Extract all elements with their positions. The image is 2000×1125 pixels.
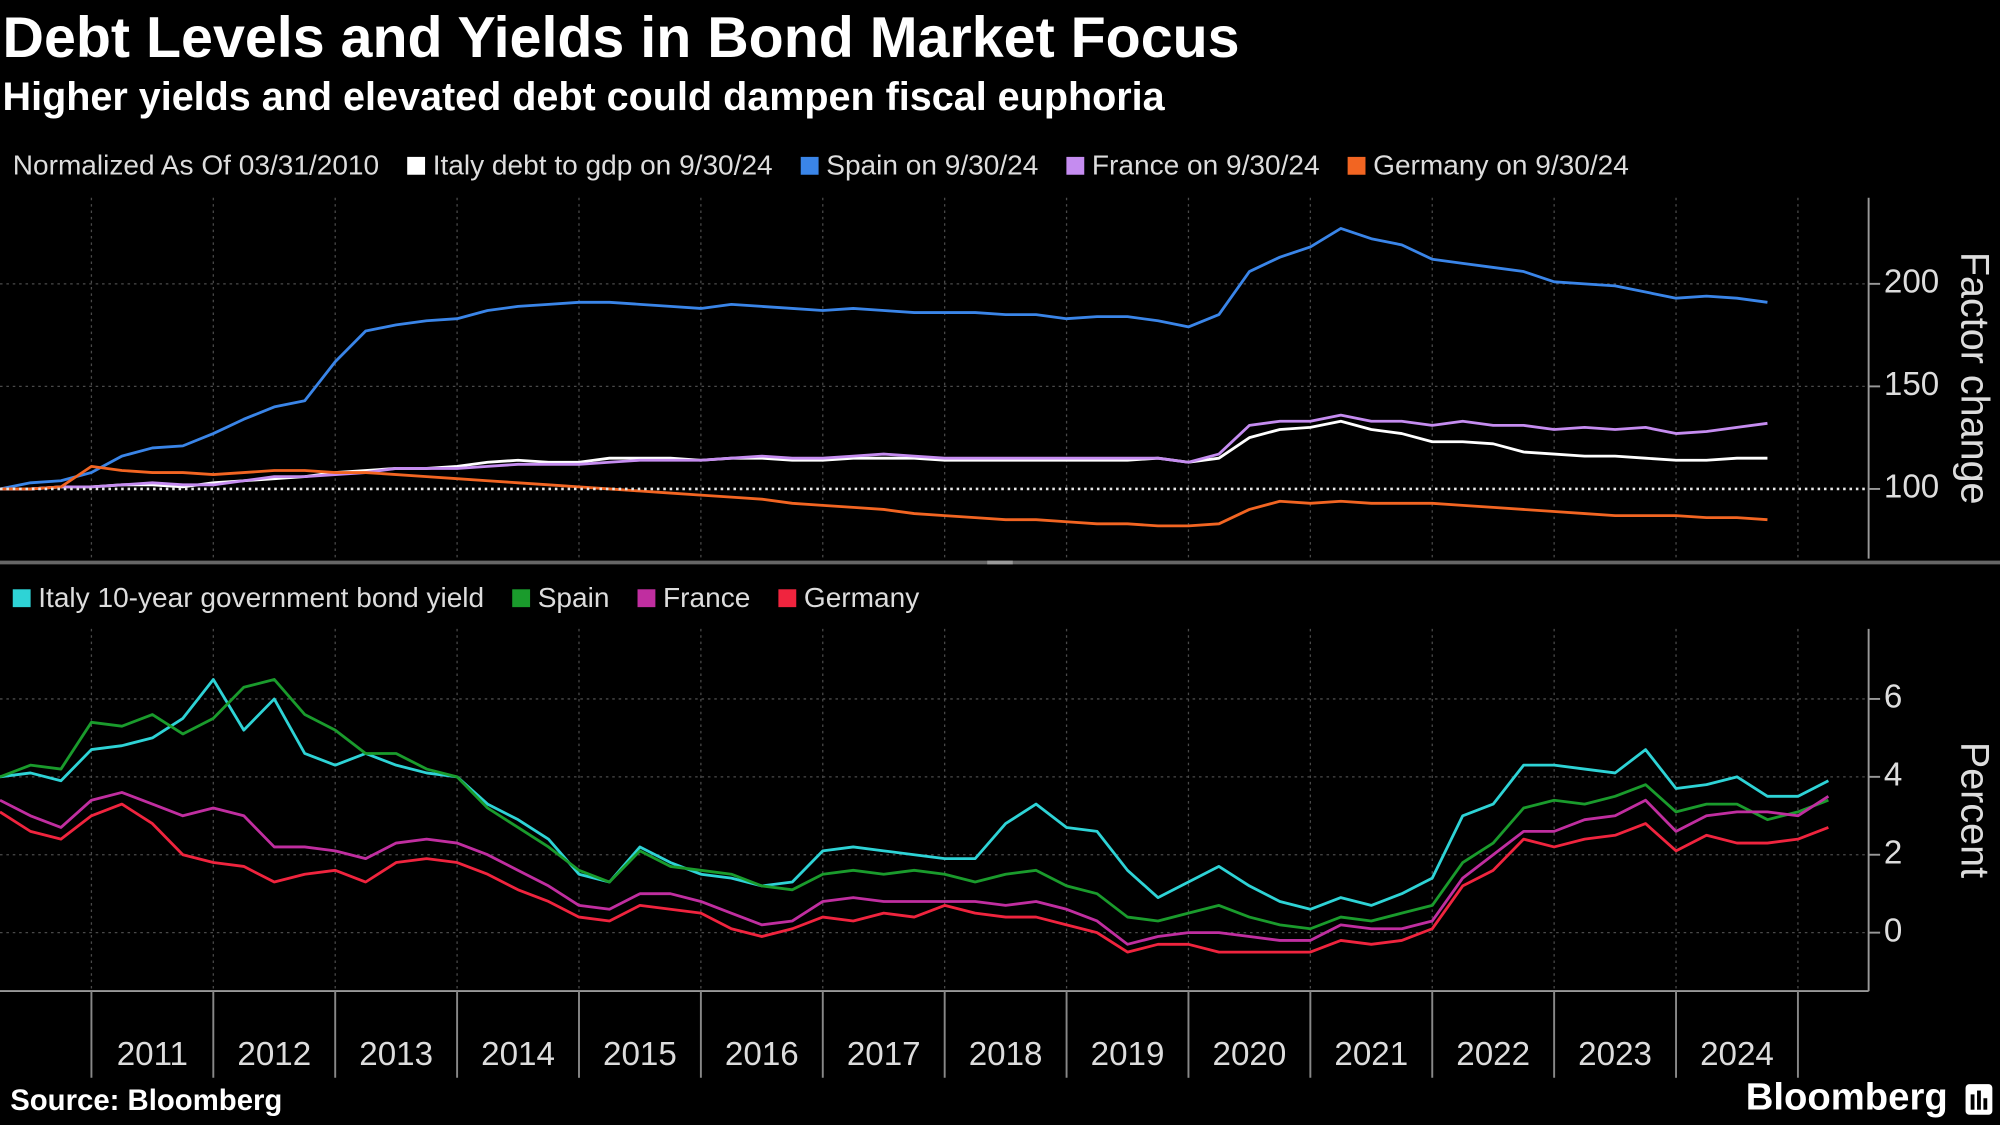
y-tick-label: 150	[1884, 366, 1939, 403]
y-tick-label: 0	[1884, 912, 1902, 949]
x-tick-label: 2014	[481, 1036, 555, 1073]
y-tick-label: 100	[1884, 469, 1939, 506]
x-tick-label: 2024	[1700, 1036, 1774, 1073]
x-tick-label: 2022	[1456, 1036, 1530, 1073]
x-tick-label: 2023	[1578, 1036, 1652, 1073]
legend-swatch	[1066, 156, 1085, 175]
y-tick-label: 6	[1884, 679, 1902, 716]
legend-label: France	[663, 582, 750, 613]
y-tick-label: 2	[1884, 835, 1902, 872]
legend-label: France on 9/30/24	[1092, 149, 1320, 180]
legend-swatch	[12, 589, 31, 608]
legend-swatch	[637, 589, 656, 608]
y-axis-title: Factor change	[1953, 252, 1997, 505]
x-tick-label: 2018	[969, 1036, 1043, 1073]
chart-title: Debt Levels and Yields in Bond Market Fo…	[3, 6, 1240, 70]
series-line	[0, 464, 1768, 528]
legend-label: Spain	[538, 582, 610, 613]
brand: Bloomberg	[1746, 1076, 1948, 1119]
legend-label: Spain on 9/30/24	[826, 149, 1038, 180]
x-tick-label: 2021	[1334, 1036, 1408, 1073]
series-line	[0, 413, 1768, 491]
y-tick-label: 200	[1884, 264, 1939, 301]
legend-label: Germany	[804, 582, 919, 613]
y-tick-label: 4	[1884, 757, 1902, 794]
source: Source: Bloomberg	[10, 1084, 282, 1117]
x-tick-label: 2020	[1213, 1036, 1287, 1073]
series-line	[0, 791, 1830, 946]
legend-label: Italy 10-year government bond yield	[38, 582, 484, 613]
x-tick-label: 2011	[117, 1036, 188, 1073]
legend-swatch	[1347, 156, 1366, 175]
x-tick-label: 2012	[237, 1036, 311, 1073]
series-line	[0, 802, 1829, 954]
series-line	[0, 227, 1768, 491]
legend-swatch	[778, 589, 797, 608]
brand-icon-bar	[1977, 1090, 1981, 1110]
brand-icon-bar	[1983, 1098, 1988, 1110]
x-tick-label: 2016	[725, 1036, 799, 1073]
legend-swatch	[800, 156, 819, 175]
legend-swatch	[512, 589, 531, 608]
legend-label: Germany on 9/30/24	[1373, 149, 1629, 180]
legend-label: Italy debt to gdp on 9/30/24	[433, 149, 773, 180]
x-tick-label: 2019	[1091, 1036, 1165, 1073]
x-tick-label: 2017	[847, 1036, 921, 1073]
legend-swatch	[407, 156, 426, 175]
series-line	[0, 678, 1830, 911]
y-axis-title: Percent	[1953, 742, 1997, 878]
brand-icon-bar	[1970, 1094, 1975, 1110]
series-line	[0, 678, 1829, 931]
legend-title: Normalized As Of 03/31/2010	[13, 149, 379, 180]
x-tick-label: 2015	[603, 1036, 677, 1073]
x-tick-label: 2013	[359, 1036, 433, 1073]
chart-subtitle: Higher yields and elevated debt could da…	[3, 75, 1166, 119]
